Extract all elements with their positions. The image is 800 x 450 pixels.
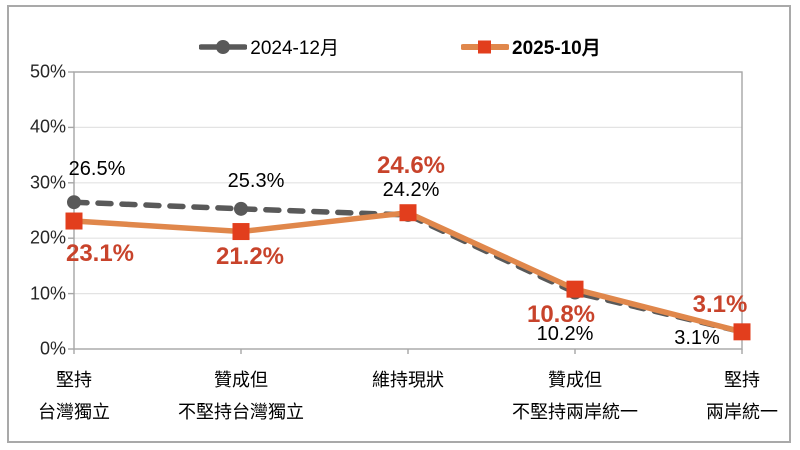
legend: 2024-12月 2025-10月	[0, 33, 800, 60]
x-axis-label-line: 堅持	[56, 370, 92, 390]
data-label-series1-pt3: 10.8%	[526, 301, 596, 329]
marker-1-2	[399, 204, 417, 222]
legend-label: 2025-10月	[512, 38, 601, 59]
data-label-series0-pt1: 25.3%	[227, 169, 285, 192]
dashed-line-circle-marker-icon	[199, 39, 248, 54]
marker-1-0	[65, 212, 83, 230]
x-axis-category-3: 贊成但不堅持兩岸統一	[512, 364, 638, 428]
data-label-series1-pt1: 21.2%	[215, 242, 285, 270]
data-label-series0-pt0: 26.5%	[68, 158, 126, 181]
data-label-series0-pt4: 3.1%	[674, 326, 720, 349]
data-label-series1-pt2: 24.6%	[376, 151, 446, 179]
solid-line-square-marker-icon	[461, 40, 509, 53]
y-axis-label-40: 40%	[29, 116, 66, 137]
x-axis-category-4: 堅持 兩岸統一	[706, 364, 778, 428]
x-axis-category-2: 維持現狀	[372, 364, 444, 396]
legend-label: 2024-12月	[250, 38, 339, 59]
x-axis-label-line: 兩岸統一	[706, 402, 778, 422]
marker-0-1	[234, 201, 248, 216]
data-label-series1-pt4: 3.1%	[692, 290, 748, 318]
data-label-series0-pt3: 10.2%	[536, 323, 594, 346]
marker-0-0	[67, 195, 81, 210]
x-axis-label-line: 贊成但	[214, 370, 268, 390]
marker-1-4	[733, 323, 751, 341]
marker-1-3	[566, 280, 584, 298]
legend-item-2025-10: 2025-10月	[461, 33, 601, 60]
y-axis-label-30: 30%	[29, 172, 66, 193]
x-axis-label-line: 台灣獨立	[38, 402, 110, 422]
data-label-series0-pt2: 24.2%	[382, 178, 440, 201]
data-label-series1-pt0: 23.1%	[65, 240, 135, 268]
y-axis-label-10: 10%	[29, 283, 66, 304]
series-line-1	[71, 209, 745, 335]
y-axis-label-50: 50%	[29, 61, 66, 82]
x-axis-label-line: 不堅持台灣獨立	[178, 402, 304, 422]
x-axis-label-line: 不堅持兩岸統一	[512, 402, 638, 422]
x-axis-label-line: 堅持	[724, 370, 760, 390]
marker-1-1	[232, 223, 250, 241]
x-axis-label-line: 維持現狀	[372, 370, 444, 390]
y-axis-label-20: 20%	[29, 227, 66, 248]
y-axis-label-0: 0%	[39, 338, 66, 359]
x-axis-label-line: 贊成但	[548, 370, 602, 390]
legend-item-2024-12: 2024-12月	[199, 33, 339, 60]
x-axis-category-1: 贊成但不堅持台灣獨立	[178, 364, 304, 428]
x-axis-category-0: 堅持 台灣獨立	[38, 364, 110, 428]
